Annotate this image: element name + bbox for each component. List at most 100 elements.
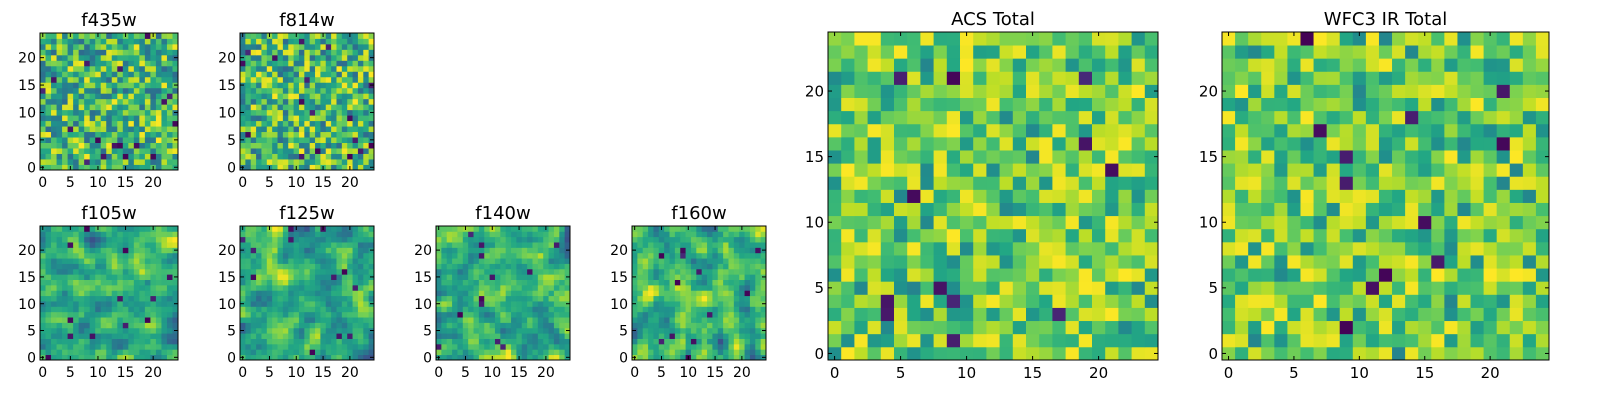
heatmap-cell xyxy=(1496,241,1511,256)
heatmap-cell xyxy=(298,263,305,270)
heatmap-cell xyxy=(128,263,135,270)
heatmap-cell xyxy=(277,333,284,339)
heatmap-cell xyxy=(144,343,151,350)
heatmap-cell xyxy=(516,263,523,270)
heatmap-cell xyxy=(282,247,289,254)
heatmap-cell xyxy=(841,320,855,335)
heatmap-cell xyxy=(256,98,262,105)
heatmap-cell xyxy=(1365,307,1380,322)
heatmap-cell xyxy=(468,231,474,238)
heatmap-cell xyxy=(166,33,173,39)
heatmap-cell xyxy=(117,120,124,127)
heatmap-cell xyxy=(336,343,343,350)
heatmap-cell xyxy=(309,71,316,78)
heatmap-cell xyxy=(128,43,135,50)
heatmap-cell xyxy=(728,236,735,243)
heatmap-cell xyxy=(315,284,321,291)
heatmap-cell xyxy=(642,258,649,264)
heatmap-cell xyxy=(161,115,168,122)
heatmap-cell xyxy=(315,268,321,275)
heatmap-cell xyxy=(122,87,129,94)
heatmap-cell xyxy=(960,150,974,164)
heatmap-cell xyxy=(309,82,316,89)
heatmap-cell xyxy=(128,65,135,72)
heatmap-cell xyxy=(139,236,146,243)
heatmap-cell xyxy=(1144,228,1159,243)
heatmap-cell xyxy=(744,263,751,270)
heatmap-cell xyxy=(500,306,507,313)
heatmap-cell xyxy=(298,76,305,83)
heatmap-cell xyxy=(452,311,458,318)
heatmap-cell xyxy=(564,290,571,297)
heatmap-cell xyxy=(1026,71,1040,85)
heatmap-cell xyxy=(500,301,507,307)
heatmap-cell xyxy=(1496,268,1511,282)
heatmap-cell xyxy=(62,333,68,339)
heatmap-cell xyxy=(690,242,697,248)
heatmap-cell xyxy=(336,43,343,50)
heatmap-cell xyxy=(744,322,751,329)
heatmap-cell xyxy=(111,43,118,50)
heatmap-cell xyxy=(1378,333,1393,348)
heatmap-cell xyxy=(696,317,703,323)
heatmap-cell xyxy=(309,306,316,313)
heatmap-cell xyxy=(45,311,52,318)
heatmap-cell xyxy=(532,306,539,313)
heatmap-cell xyxy=(452,290,458,297)
heatmap-cell xyxy=(320,115,327,122)
heatmap-cell xyxy=(320,43,327,50)
heatmap-cell xyxy=(1105,150,1119,164)
heatmap-cell xyxy=(62,258,68,264)
heatmap-cell xyxy=(309,268,316,275)
heatmap-cell xyxy=(84,333,91,339)
heatmap-cell xyxy=(484,343,490,350)
heatmap-cell xyxy=(89,76,96,83)
heatmap-cell xyxy=(357,306,364,313)
heatmap-cell xyxy=(150,148,157,154)
heatmap-cell xyxy=(1078,281,1093,295)
heatmap-cell xyxy=(521,306,528,313)
heatmap-cell xyxy=(161,263,168,270)
heatmap-cell xyxy=(880,215,895,230)
heatmap-cell xyxy=(368,236,375,243)
heatmap-cell xyxy=(553,317,560,323)
heatmap-cell xyxy=(128,274,135,280)
heatmap-cell xyxy=(122,148,129,154)
heatmap-cell xyxy=(920,346,934,361)
heatmap-cell xyxy=(658,231,665,238)
heatmap-cell xyxy=(166,306,173,313)
heatmap-cell xyxy=(707,333,713,339)
panel-title: f105w xyxy=(81,203,136,224)
heatmap-cell xyxy=(1078,163,1093,177)
heatmap-cell xyxy=(489,301,496,307)
heatmap-cell xyxy=(933,189,948,203)
heatmap-cell xyxy=(368,295,375,302)
heatmap-cell xyxy=(642,284,649,291)
heatmap-cell xyxy=(1131,176,1146,190)
heatmap-cell xyxy=(100,148,107,154)
heatmap-cell xyxy=(637,290,644,297)
heatmap-cell xyxy=(357,76,364,83)
heatmap-cell xyxy=(341,153,348,160)
heatmap-cell xyxy=(62,65,68,72)
heatmap-cell xyxy=(352,76,359,83)
heatmap-cell xyxy=(56,252,63,259)
heatmap-cell xyxy=(1039,333,1053,348)
heatmap-cell xyxy=(733,349,740,356)
heatmap-cell xyxy=(62,54,68,61)
heatmap-cell xyxy=(67,109,74,116)
heatmap-cell xyxy=(256,301,262,307)
heatmap-cell xyxy=(462,306,469,313)
heatmap-cell xyxy=(304,104,311,111)
heatmap-cell xyxy=(161,274,168,280)
heatmap-cell xyxy=(441,322,448,329)
heatmap-cell xyxy=(1378,320,1393,335)
heatmap-cell xyxy=(648,258,654,264)
heatmap-cell xyxy=(907,176,921,190)
y-tick-label: 15 xyxy=(18,78,36,94)
heatmap-cell xyxy=(1418,320,1432,335)
heatmap-cell xyxy=(266,268,273,275)
heatmap-cell xyxy=(347,279,353,286)
heatmap-cell xyxy=(272,115,278,122)
